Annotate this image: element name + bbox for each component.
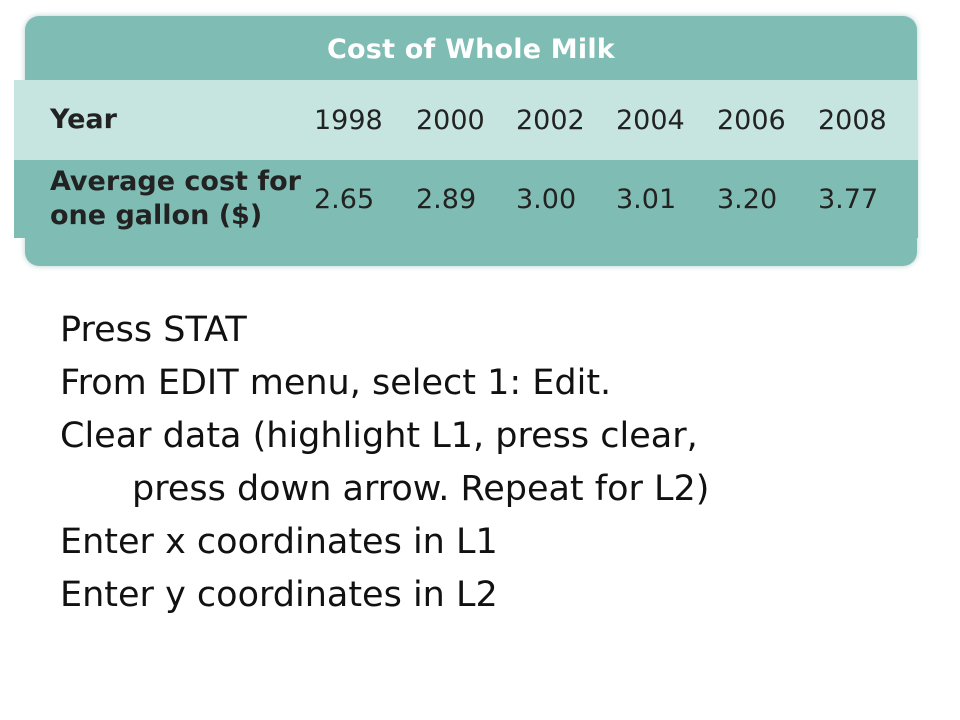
cost-row: Average cost for one gallon ($) 2.65 2.8… bbox=[14, 160, 918, 238]
cost-cell: 3.00 bbox=[516, 160, 616, 238]
year-cell: 2006 bbox=[717, 80, 818, 160]
cost-cell: 2.89 bbox=[416, 160, 516, 238]
milk-cost-table: Year 1998 2000 2002 2004 2006 2008 Avera… bbox=[14, 80, 918, 238]
table-title: Cost of Whole Milk bbox=[327, 34, 615, 65]
instruction-line: From EDIT menu, select 1: Edit. bbox=[60, 363, 612, 403]
cost-cell: 3.01 bbox=[616, 160, 717, 238]
instruction-line: Press STAT bbox=[60, 310, 247, 350]
cost-header-line1: Average cost for bbox=[50, 166, 301, 197]
year-row: Year 1998 2000 2002 2004 2006 2008 bbox=[14, 80, 918, 160]
year-cell: 2008 bbox=[818, 80, 918, 160]
instruction-line: Enter y coordinates in L2 bbox=[60, 575, 498, 615]
year-cell: 2002 bbox=[516, 80, 616, 160]
cost-header-line2: one gallon ($) bbox=[50, 200, 263, 231]
year-cell: 1998 bbox=[314, 80, 416, 160]
year-row-header: Year bbox=[14, 80, 314, 160]
calculator-instructions: Press STAT From EDIT menu, select 1: Edi… bbox=[60, 304, 709, 622]
year-cell: 2000 bbox=[416, 80, 516, 160]
cost-cell: 3.77 bbox=[818, 160, 918, 238]
instruction-line-continued: press down arrow. Repeat for L2) bbox=[132, 469, 710, 509]
instruction-line: Enter x coordinates in L1 bbox=[60, 522, 498, 562]
year-cell: 2004 bbox=[616, 80, 717, 160]
cost-cell: 3.20 bbox=[717, 160, 818, 238]
instruction-line: Clear data (highlight L1, press clear, bbox=[60, 416, 698, 456]
cost-row-header: Average cost for one gallon ($) bbox=[14, 160, 314, 238]
cost-cell: 2.65 bbox=[314, 160, 416, 238]
